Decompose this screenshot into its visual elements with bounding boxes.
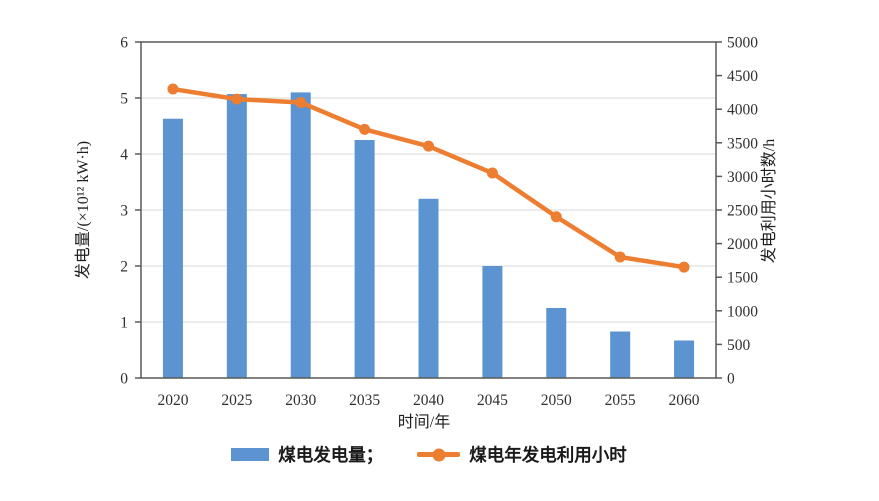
bar-2040 <box>418 198 439 378</box>
legend-line-label: 煤电年发电利用小时 <box>469 445 627 465</box>
line-marker-2045 <box>486 167 498 179</box>
x-tick-label: 2060 <box>669 392 700 409</box>
right-axis-tick-label: 0 <box>727 371 735 388</box>
bar-2035 <box>354 140 375 378</box>
x-tick-label: 2040 <box>413 392 444 409</box>
left-axis-tick-label: 3 <box>120 203 128 220</box>
right-axis-tick-label: 4500 <box>727 68 758 85</box>
bar-2020 <box>162 118 183 378</box>
right-axis-tick-label: 500 <box>727 337 751 354</box>
right-axis-tick-label: 1500 <box>727 270 758 287</box>
right-axis-tick-label: 4000 <box>727 102 758 119</box>
line-marker-2050 <box>550 211 562 223</box>
x-tick-label: 2055 <box>605 392 636 409</box>
right-axis-tick-label: 2000 <box>727 236 758 253</box>
x-tick-label: 2025 <box>221 392 252 409</box>
bar-2060 <box>674 340 695 378</box>
left-axis-tick-label: 1 <box>120 315 128 332</box>
bar-2050 <box>546 308 567 378</box>
left-axis-tick-label: 0 <box>120 371 128 388</box>
bar-2025 <box>226 94 247 378</box>
left-axis-tick-label: 6 <box>120 35 128 52</box>
x-tick-label: 2030 <box>285 392 316 409</box>
chart-legend: 煤电发电量； 煤电年发电利用小时 <box>0 442 858 467</box>
line-marker-2055 <box>614 251 626 263</box>
right-axis-tick-label: 1000 <box>727 303 758 320</box>
line-marker-2020 <box>167 83 179 95</box>
bar-2030 <box>290 92 311 379</box>
legend-bar-label: 煤电发电量； <box>278 445 384 465</box>
x-tick-label: 2035 <box>349 392 380 409</box>
x-tick-label: 2020 <box>157 392 188 409</box>
right-axis-title: 发电利用小时数/h <box>760 139 778 263</box>
left-axis-tick-label: 2 <box>120 259 128 276</box>
x-axis-title: 时间/年 <box>398 413 450 431</box>
right-axis-tick-label: 2500 <box>727 203 758 220</box>
legend-line-marker-icon <box>417 448 461 461</box>
left-axis-title: 发电量/(×10¹² kW·h) <box>74 141 92 279</box>
line-marker-2040 <box>423 140 434 152</box>
right-axis-tick-label: 5000 <box>727 35 758 52</box>
line-marker-2025 <box>231 93 243 105</box>
left-axis-tick-label: 5 <box>120 91 128 108</box>
line-marker-2030 <box>295 96 307 108</box>
line-marker-2035 <box>359 123 371 135</box>
right-axis-tick-label: 3000 <box>727 169 758 186</box>
chart-plot-svg: 发电量/(×10¹² kW·h) 发电利用小时数/h 时间/年 0 1 2 3 4 5 6 0… <box>74 35 778 432</box>
legend-item-coal-generation: 煤电发电量； <box>231 442 383 467</box>
line-marker-2060 <box>678 261 690 273</box>
bar-2055 <box>610 331 631 378</box>
x-tick-label: 2045 <box>477 392 508 409</box>
legend-line-dot-icon <box>432 448 446 461</box>
x-tick-label: 2050 <box>541 392 572 409</box>
legend-item-utilization-hours: 煤电年发电利用小时 <box>417 442 627 467</box>
right-axis-tick-label: 3500 <box>727 135 758 152</box>
legend-bar-swatch-icon <box>231 448 270 461</box>
bar-2045 <box>482 266 503 378</box>
left-axis-tick-label: 4 <box>120 147 128 164</box>
